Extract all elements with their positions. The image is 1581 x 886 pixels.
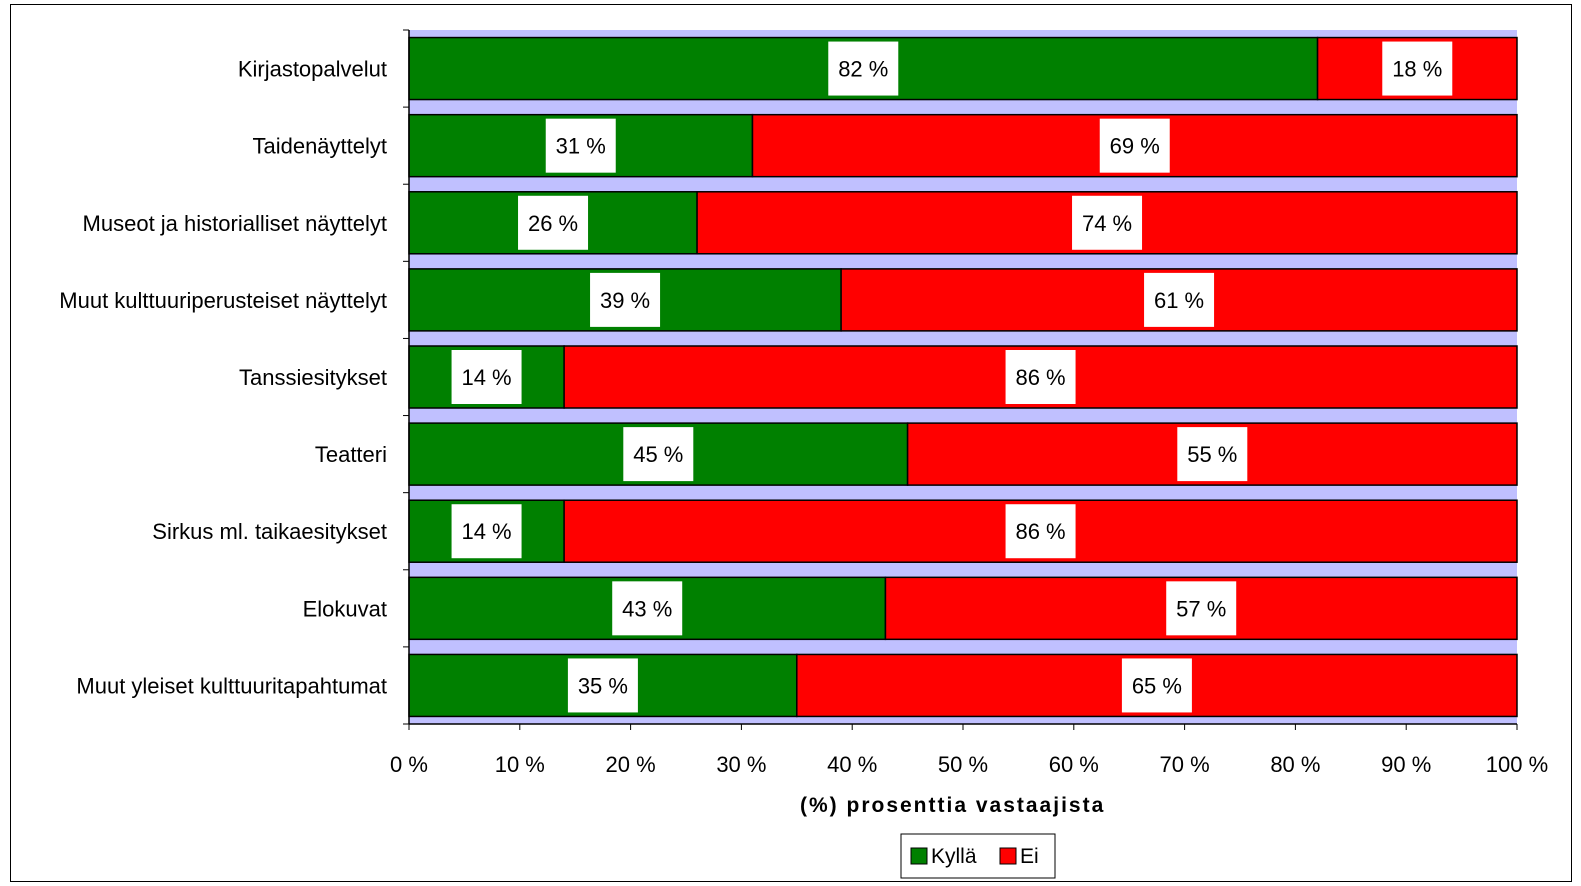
data-label: 14 % bbox=[461, 519, 511, 544]
x-tick-label: 90 % bbox=[1381, 752, 1431, 777]
legend-label-kylla: Kyllä bbox=[931, 845, 977, 868]
data-label-box bbox=[451, 350, 522, 404]
legend: Kyllä Ei bbox=[900, 833, 1056, 879]
data-label-box bbox=[1177, 427, 1248, 482]
data-label-box bbox=[1144, 272, 1215, 327]
x-tick-label: 70 % bbox=[1160, 752, 1210, 777]
data-label: 31 % bbox=[556, 134, 606, 159]
data-label-box bbox=[590, 272, 661, 327]
data-label: 57 % bbox=[1176, 596, 1226, 621]
x-tick-label: 80 % bbox=[1270, 752, 1320, 777]
category-label: Tanssiesitykset bbox=[239, 365, 387, 390]
x-axis-title: (%) prosenttia vastaajista bbox=[800, 794, 1105, 817]
data-label-box bbox=[1072, 195, 1143, 250]
category-label: Elokuvat bbox=[303, 596, 387, 621]
data-label-box bbox=[545, 118, 616, 173]
category-label: Museot ja historialliset näyttelyt bbox=[83, 211, 387, 236]
data-label-box bbox=[451, 504, 522, 559]
category-label: Teatteri bbox=[315, 442, 387, 467]
category-label: Kirjastopalvelut bbox=[238, 57, 387, 82]
x-tick-label: 100 % bbox=[1486, 752, 1548, 777]
x-tick-label: 60 % bbox=[1049, 752, 1099, 777]
x-tick-label: 0 % bbox=[390, 752, 428, 777]
data-label-box bbox=[623, 427, 694, 482]
data-label: 18 % bbox=[1392, 57, 1442, 82]
x-tick-label: 10 % bbox=[495, 752, 545, 777]
legend-swatch-kylla bbox=[910, 847, 928, 865]
data-label: 86 % bbox=[1015, 365, 1065, 390]
data-label: 35 % bbox=[578, 673, 628, 698]
data-label: 45 % bbox=[633, 442, 683, 467]
data-label-box bbox=[1099, 118, 1170, 173]
data-label: 26 % bbox=[528, 211, 578, 236]
data-labels-layer: 82 % 18 % 31 % 69 % 26 % 74 % 39 % 61 % 14 % 86 %… bbox=[451, 41, 1453, 713]
data-label: 14 % bbox=[461, 365, 511, 390]
legend-label-ei: Ei bbox=[1020, 845, 1039, 868]
category-label: Sirkus ml. taikaesitykset bbox=[152, 519, 387, 544]
data-label-box bbox=[1005, 504, 1076, 559]
x-tick-label: 50 % bbox=[938, 752, 988, 777]
data-label-box bbox=[567, 658, 638, 713]
data-label: 65 % bbox=[1132, 673, 1182, 698]
category-label: Muut kulttuuriperusteiset näyttelyt bbox=[59, 288, 387, 313]
data-label-box bbox=[1121, 658, 1192, 713]
data-label-box bbox=[518, 195, 589, 250]
data-label-box bbox=[1382, 41, 1453, 96]
data-label-box bbox=[612, 581, 683, 636]
category-label: Taidenäyttelyt bbox=[252, 134, 387, 159]
data-label: 61 % bbox=[1154, 288, 1204, 313]
data-label: 82 % bbox=[838, 57, 888, 82]
data-label: 69 % bbox=[1110, 134, 1160, 159]
data-label-box bbox=[1166, 581, 1237, 636]
data-label-box bbox=[828, 41, 899, 96]
data-label-box bbox=[1005, 350, 1076, 404]
data-label: 55 % bbox=[1187, 442, 1237, 467]
x-tick-label: 40 % bbox=[827, 752, 877, 777]
data-label: 86 % bbox=[1015, 519, 1065, 544]
data-label: 74 % bbox=[1082, 211, 1132, 236]
category-label: Muut yleiset kulttuuritapahtumat bbox=[76, 673, 387, 698]
x-tick-label: 30 % bbox=[716, 752, 766, 777]
axes-layer: Kirjastopalvelut Taidenäyttelyt Museot ja … bbox=[59, 29, 1548, 777]
x-tick-label: 20 % bbox=[606, 752, 656, 777]
data-label: 39 % bbox=[600, 288, 650, 313]
legend-swatch-ei bbox=[999, 847, 1017, 865]
data-label: 43 % bbox=[622, 596, 672, 621]
